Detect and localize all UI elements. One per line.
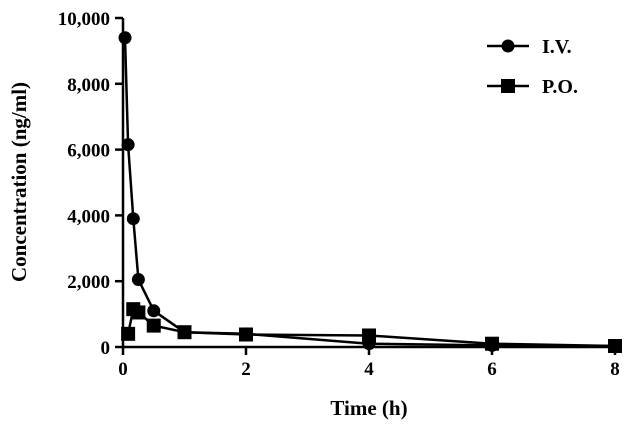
data-point-iv [239, 327, 253, 341]
data-point-iv [178, 325, 191, 339]
x-tick-label: 8 [610, 359, 620, 380]
data-point-iv [121, 138, 135, 152]
legend-marker-po [501, 79, 515, 93]
data-point-iv [362, 337, 376, 351]
legend: I.V. P.O. [487, 36, 578, 98]
axes [121, 18, 615, 349]
y-tick-label: 8,000 [67, 75, 110, 96]
x-axis-title: Time (h) [330, 396, 407, 420]
y-tick-label: 6,000 [67, 141, 110, 162]
series-line-iv [123, 37, 616, 348]
x-tick-label: 0 [118, 359, 128, 380]
legend-item-po: P.O. [487, 76, 578, 98]
legend-marker-iv [501, 39, 515, 53]
data-point-po [121, 326, 136, 341]
series-iv [118, 31, 622, 353]
legend-label-po: P.O. [542, 76, 578, 98]
data-point-iv [485, 338, 499, 352]
data-point-iv [126, 212, 140, 226]
x-tick-label: 2 [241, 359, 251, 380]
data-point-iv [131, 273, 145, 287]
data-point-iv [608, 339, 622, 353]
data-point-po [131, 305, 146, 320]
y-tick-label: 4,000 [67, 206, 110, 227]
y-tick-label: 10,000 [58, 9, 110, 30]
data-point-iv [118, 31, 132, 45]
legend-label-iv: I.V. [542, 36, 572, 58]
legend-item-iv: I.V. [487, 36, 572, 58]
y-ticks: 0 2,000 4,000 6,000 8,000 10,000 [58, 9, 123, 359]
x-tick-label: 4 [364, 359, 374, 380]
y-tick-label: 2,000 [67, 272, 110, 293]
y-axis-title: Concentration (ng/ml) [7, 82, 31, 282]
data-point-po [146, 318, 161, 333]
x-tick-label: 6 [487, 359, 497, 380]
y-tick-label: 0 [101, 338, 111, 359]
x-ticks: 0 2 4 6 8 [118, 347, 620, 380]
data-point-iv [147, 304, 161, 318]
series-layer [118, 31, 622, 354]
